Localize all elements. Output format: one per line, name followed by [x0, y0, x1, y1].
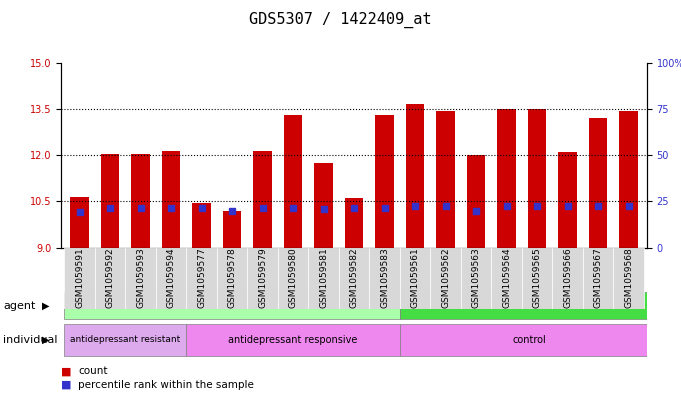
Bar: [162, 151, 180, 248]
Text: GSM1059581: GSM1059581: [319, 248, 328, 309]
Bar: [95, 248, 125, 309]
Text: individual: individual: [3, 335, 58, 345]
Text: GSM1059578: GSM1059578: [227, 248, 236, 309]
Bar: [217, 63, 247, 248]
Bar: [583, 63, 614, 248]
Bar: [339, 63, 369, 248]
Bar: [552, 63, 583, 248]
Bar: [552, 248, 583, 309]
Bar: [498, 109, 516, 248]
Text: GSM1059592: GSM1059592: [106, 248, 114, 309]
Bar: [101, 154, 119, 248]
Bar: [70, 197, 89, 248]
Bar: [589, 118, 607, 248]
FancyBboxPatch shape: [400, 292, 659, 319]
Bar: [193, 203, 210, 248]
Text: percentile rank within the sample: percentile rank within the sample: [78, 380, 254, 390]
Bar: [284, 115, 302, 248]
Bar: [522, 248, 552, 309]
Text: fluoxetine: fluoxetine: [204, 301, 259, 310]
Text: GSM1059564: GSM1059564: [502, 248, 511, 309]
Text: GSM1059593: GSM1059593: [136, 248, 145, 309]
Bar: [375, 115, 394, 248]
Bar: [558, 152, 577, 248]
Text: GSM1059565: GSM1059565: [533, 248, 541, 309]
Text: ▶: ▶: [42, 301, 50, 310]
Bar: [620, 110, 638, 248]
Bar: [339, 248, 369, 309]
FancyBboxPatch shape: [64, 292, 400, 319]
FancyBboxPatch shape: [400, 324, 659, 356]
Text: GSM1059577: GSM1059577: [197, 248, 206, 309]
Bar: [461, 63, 492, 248]
Bar: [614, 248, 644, 309]
Text: GSM1059594: GSM1059594: [167, 248, 176, 309]
Text: GSM1059579: GSM1059579: [258, 248, 267, 309]
Bar: [492, 63, 522, 248]
Text: GSM1059583: GSM1059583: [380, 248, 389, 309]
Bar: [308, 63, 339, 248]
Text: antidepressant resistant: antidepressant resistant: [70, 336, 180, 344]
Bar: [64, 248, 95, 309]
Bar: [247, 63, 278, 248]
Bar: [400, 248, 430, 309]
Bar: [437, 110, 455, 248]
Text: GSM1059591: GSM1059591: [75, 248, 84, 309]
Bar: [278, 63, 308, 248]
Bar: [187, 63, 217, 248]
FancyBboxPatch shape: [187, 324, 400, 356]
Bar: [156, 248, 187, 309]
Bar: [315, 163, 333, 248]
Text: GSM1059562: GSM1059562: [441, 248, 450, 309]
Bar: [95, 63, 125, 248]
Text: ■: ■: [61, 380, 72, 390]
Bar: [528, 109, 546, 248]
Bar: [64, 63, 95, 248]
Bar: [278, 248, 308, 309]
Text: GSM1059568: GSM1059568: [624, 248, 633, 309]
Bar: [345, 198, 363, 248]
Bar: [125, 63, 156, 248]
Text: ▶: ▶: [42, 335, 50, 345]
Bar: [369, 248, 400, 309]
Bar: [400, 63, 430, 248]
Bar: [406, 105, 424, 248]
Bar: [253, 151, 272, 248]
Text: count: count: [78, 366, 108, 376]
Bar: [467, 155, 486, 248]
Bar: [308, 248, 339, 309]
Bar: [492, 248, 522, 309]
Bar: [461, 248, 492, 309]
Bar: [369, 63, 400, 248]
Bar: [614, 63, 644, 248]
Text: control: control: [513, 335, 546, 345]
Bar: [217, 248, 247, 309]
Text: GSM1059563: GSM1059563: [472, 248, 481, 309]
Text: GSM1059566: GSM1059566: [563, 248, 572, 309]
Text: GSM1059582: GSM1059582: [349, 248, 359, 309]
Text: ■: ■: [61, 366, 72, 376]
Bar: [247, 248, 278, 309]
Text: control: control: [510, 301, 549, 310]
Text: GDS5307 / 1422409_at: GDS5307 / 1422409_at: [249, 12, 432, 28]
Bar: [187, 248, 217, 309]
Bar: [522, 63, 552, 248]
Bar: [223, 211, 241, 248]
Bar: [125, 248, 156, 309]
FancyBboxPatch shape: [64, 324, 187, 356]
Bar: [583, 248, 614, 309]
Bar: [156, 63, 187, 248]
Bar: [131, 154, 150, 248]
Text: agent: agent: [3, 301, 36, 310]
Text: GSM1059561: GSM1059561: [411, 248, 419, 309]
Bar: [430, 248, 461, 309]
Text: GSM1059580: GSM1059580: [289, 248, 298, 309]
Text: antidepressant responsive: antidepressant responsive: [228, 335, 358, 345]
Bar: [430, 63, 461, 248]
Text: GSM1059567: GSM1059567: [594, 248, 603, 309]
